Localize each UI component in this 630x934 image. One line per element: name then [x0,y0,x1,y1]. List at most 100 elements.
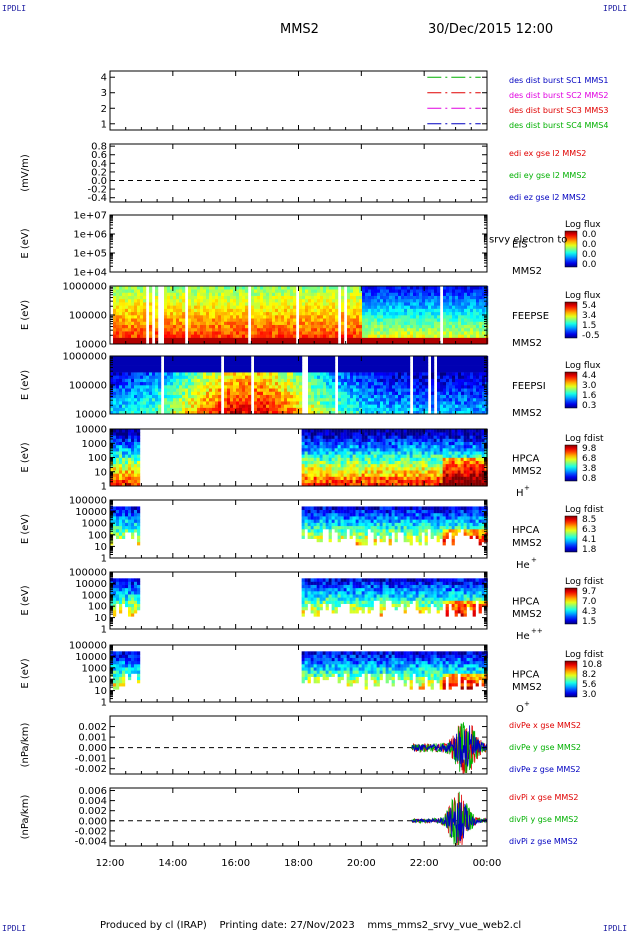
heatmap-cell [200,340,204,345]
heatmap-cell [305,308,309,313]
heatmap-cell [233,368,237,373]
heatmap-cell [407,404,411,408]
heatmap-cell [149,372,153,376]
heatmap-cell [176,375,180,379]
heatmap-cell [299,311,303,316]
heatmap-cell [398,324,402,329]
heatmap-cell [338,388,342,392]
heatmap-cell [362,394,366,399]
heatmap-cell [455,362,459,366]
heatmap-cell [203,368,207,373]
heatmap-cell [443,404,447,408]
heatmap-cell [146,388,150,392]
heatmap-cell [356,324,360,329]
heatmap-cell [470,324,474,329]
heatmap-cell [359,381,363,386]
heatmap-cell [314,391,318,395]
heatmap-cell [422,327,426,332]
heatmap-cell [269,318,273,322]
heatmap-cell [245,407,249,412]
heatmap-cell [170,308,174,313]
heatmap-cell [340,479,344,484]
heatmap-cell [131,381,135,386]
colorbar-tick-label: 0.0 [582,260,597,270]
heatmap-cell [443,368,447,373]
heatmap-cell [334,441,338,446]
heatmap-cell [230,407,234,412]
heatmap-cell [191,401,195,405]
heatmap-cell [275,289,279,293]
heatmap-cell [200,334,204,338]
heatmap-cell [422,321,426,325]
heatmap-cell [410,340,414,345]
heatmap-cell [310,432,314,436]
heatmap-cell [209,375,213,379]
heatmap-cell [230,410,234,415]
heatmap-cell [323,378,327,383]
heatmap-cell [473,356,477,360]
heatmap-cell [182,359,186,363]
heatmap-cell [122,311,126,316]
heatmap-cell [323,289,327,293]
heatmap-cell [272,375,276,379]
heatmap-cell [263,375,267,379]
heatmap-cell [167,308,171,313]
heatmap-cell [392,362,396,366]
heatmap-cell [149,368,153,373]
heatmap-cell [476,324,480,329]
heatmap-cell [281,305,285,309]
heatmap-cell [233,372,237,376]
heatmap-cell [239,327,243,332]
heatmap-cell [392,311,396,316]
heatmap-cell [377,356,381,360]
heatmap-cell [290,372,294,376]
heatmap-cell [449,286,453,290]
heatmap-cell [347,372,351,376]
heatmap-cell [134,298,138,303]
heatmap-cell [281,308,285,313]
heatmap-cell [215,295,219,300]
colorbar-eis [564,230,578,268]
heatmap-cell [305,286,309,290]
heatmap-cell [143,404,147,408]
heatmap-cell [218,404,222,408]
heatmap-cell [425,375,429,379]
heatmap-cell [119,375,123,379]
heatmap-cell [275,410,279,415]
heatmap-cell [449,404,453,408]
heatmap-cell [206,327,210,332]
heatmap-cell [326,298,330,303]
heatmap-cell [260,356,264,360]
heatmap-cell [194,397,198,402]
heatmap-cell [140,327,144,332]
heatmap-cell [452,315,456,319]
heatmap-cell [113,318,117,322]
heatmap-cell [290,292,294,296]
heatmap-cell [278,407,282,412]
heatmap-cell [293,305,297,309]
heatmap-cell [290,368,294,373]
heatmap-cell [413,337,417,342]
heatmap-cell [304,444,308,449]
heatmap-cell [383,315,387,319]
heatmap-cell [374,298,378,303]
heatmap-cell [482,321,486,325]
heatmap-cell [301,441,305,446]
heatmap-cell [224,397,228,402]
heatmap-cell [407,321,411,325]
heatmap-cell [146,401,150,405]
heatmap-cell [317,375,321,379]
heatmap-cell [310,454,314,458]
heatmap-cell [461,397,465,402]
heatmap-cell [395,331,399,335]
heatmap-cell [380,410,384,415]
heatmap-cell [314,362,318,366]
heatmap-cell [287,381,291,386]
heatmap-cell [269,356,273,360]
heatmap-cell [260,337,264,342]
heatmap-cell [347,298,351,303]
heatmap-cell [140,298,144,303]
heatmap-cell [331,454,335,458]
heatmap-cell [212,359,216,363]
heatmap-cell [316,460,320,465]
